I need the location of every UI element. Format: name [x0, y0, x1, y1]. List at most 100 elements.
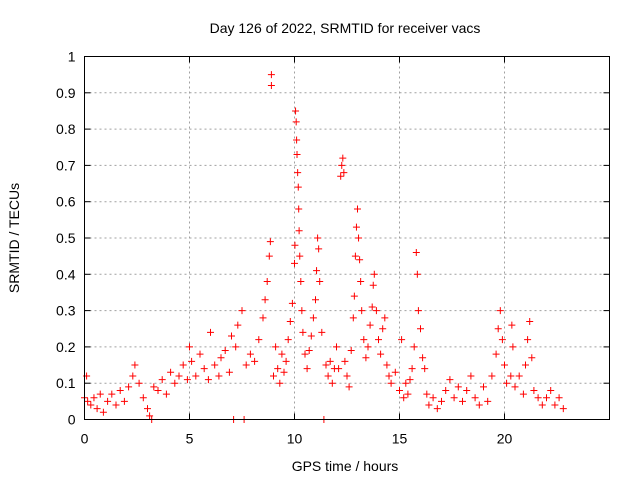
data-point: [99, 408, 107, 416]
data-point: [207, 328, 214, 336]
data-point: [340, 169, 348, 177]
data-point: [375, 336, 382, 344]
data-point: [543, 394, 550, 402]
data-point: [108, 390, 116, 398]
y-tick-label: 0.8: [56, 121, 76, 137]
data-point: [263, 278, 271, 286]
data-point: [377, 350, 385, 358]
data-point: [526, 317, 534, 325]
data-point: [286, 317, 294, 325]
data-point: [259, 314, 267, 322]
grid-layer: [84, 56, 610, 420]
data-point: [255, 336, 263, 344]
data-point: [488, 372, 496, 380]
data-point: [278, 350, 286, 358]
data-point: [296, 252, 304, 260]
data-point: [515, 372, 523, 380]
data-point: [246, 350, 254, 358]
data-point: [162, 390, 170, 398]
data-point: [225, 368, 233, 376]
data-point: [238, 307, 246, 315]
data-point: [288, 299, 296, 307]
data-point: [104, 397, 112, 405]
data-point: [183, 376, 191, 384]
data-point: [433, 405, 441, 413]
tick-layer: 00.10.20.30.40.50.60.70.80.910 5 10 15 20: [56, 49, 610, 447]
data-point: [467, 372, 475, 380]
data-point: [274, 365, 282, 373]
data-point: [292, 107, 300, 115]
data-point: [324, 372, 332, 380]
y-tick-label: 0.3: [56, 303, 76, 319]
y-tick-label: 0.7: [56, 157, 76, 173]
data-point: [200, 365, 208, 373]
data-point: [228, 332, 235, 340]
data-point: [314, 234, 322, 242]
data-point: [84, 397, 92, 405]
data-point: [188, 357, 196, 365]
data-point: [471, 394, 479, 402]
data-point: [293, 136, 301, 144]
data-point: [144, 405, 151, 413]
data-point: [555, 394, 563, 402]
data-point: [303, 365, 311, 373]
y-tick-label: 0.4: [56, 266, 76, 282]
data-point: [280, 368, 288, 376]
data-point: [357, 278, 365, 286]
data-point: [412, 249, 420, 257]
data-point: [503, 379, 511, 387]
data-point: [267, 82, 275, 90]
data-point: [294, 183, 302, 191]
data-point: [450, 394, 458, 402]
data-point: [339, 154, 347, 162]
data-point: [291, 241, 299, 249]
data-point: [234, 321, 242, 329]
data-point: [372, 307, 380, 315]
data-point: [251, 357, 259, 365]
data-point: [186, 343, 193, 351]
data-point: [429, 394, 437, 402]
y-tick-label: 1: [68, 49, 76, 65]
data-point: [112, 401, 120, 409]
data-point: [242, 361, 250, 369]
y-tick-label: 0.1: [56, 375, 76, 391]
x-tick-label: 10: [287, 431, 303, 447]
data-point: [232, 343, 240, 351]
data-point: [522, 361, 529, 369]
data-point: [379, 325, 387, 333]
chart-title: Day 126 of 2022, SRMTID for receiver vac…: [210, 20, 481, 36]
data-point: [366, 321, 374, 329]
data-point: [96, 390, 104, 398]
x-tick-label: 20: [497, 431, 513, 447]
data-point: [291, 259, 298, 267]
data-point: [146, 412, 154, 420]
data-point: [135, 379, 143, 387]
data-point: [417, 325, 424, 333]
data-point: [421, 365, 429, 373]
data-point: [129, 372, 137, 380]
data-point: [350, 292, 358, 300]
data-point: [423, 390, 431, 398]
data-point: [547, 386, 555, 394]
data-point: [406, 376, 414, 384]
data-point: [316, 278, 324, 286]
data-point: [307, 332, 315, 340]
data-point: [293, 151, 301, 159]
data-point: [368, 303, 376, 311]
data-point: [266, 238, 274, 246]
y-tick-label: 0.2: [56, 339, 76, 355]
data-point: [494, 325, 502, 333]
data-point: [356, 256, 364, 264]
data-point: [463, 386, 471, 394]
data-point: [297, 278, 305, 286]
data-point: [305, 347, 313, 355]
data-point: [362, 354, 370, 362]
data-point: [383, 361, 391, 369]
data-point: [333, 343, 340, 351]
data-point: [265, 252, 273, 260]
data-point: [338, 161, 346, 169]
y-tick-label: 0.6: [56, 194, 76, 210]
data-point: [360, 336, 368, 344]
data-point: [387, 379, 395, 387]
data-point: [492, 350, 500, 358]
